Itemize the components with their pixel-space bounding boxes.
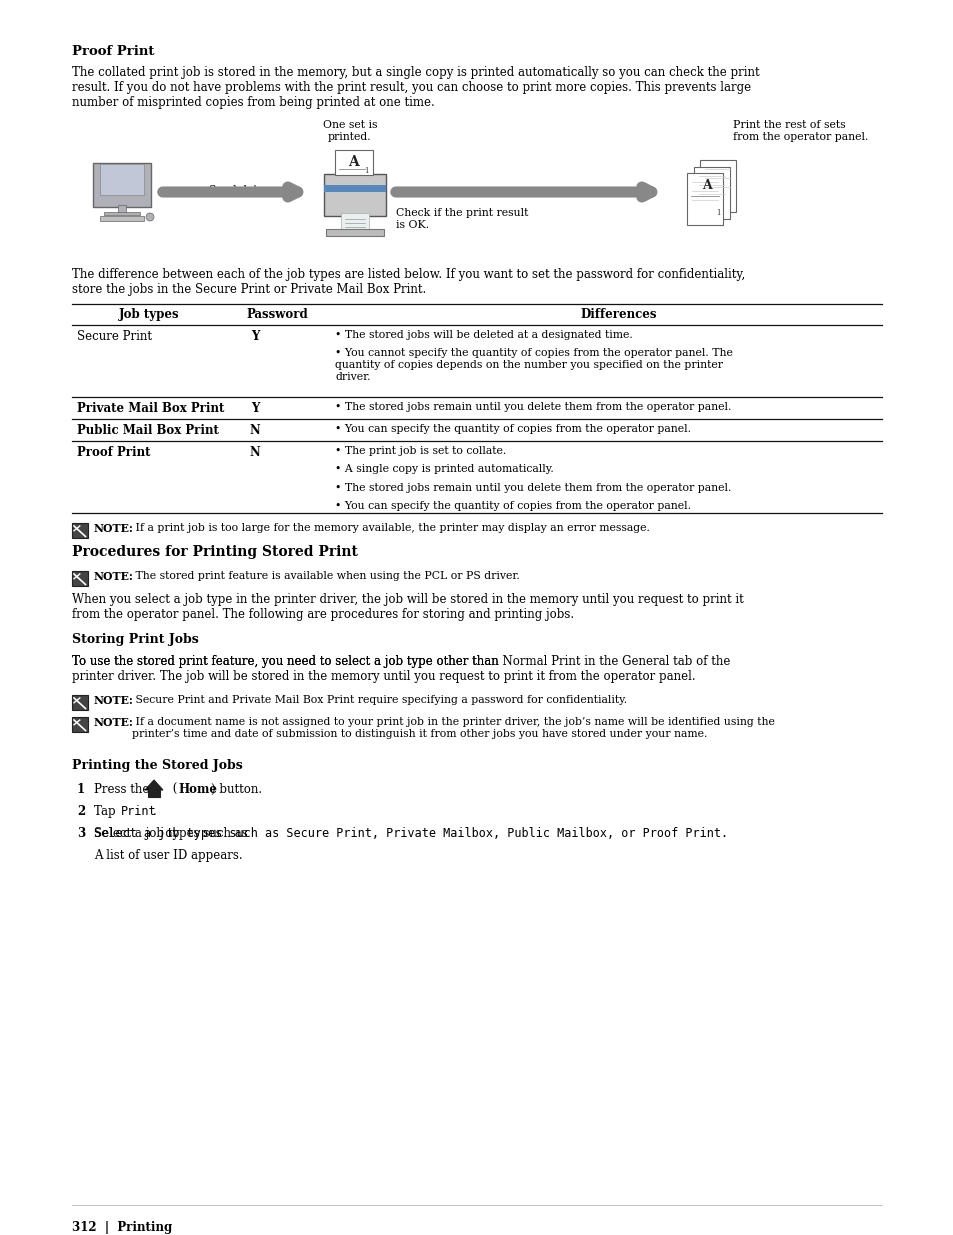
FancyBboxPatch shape bbox=[335, 149, 373, 175]
Text: Y: Y bbox=[251, 330, 259, 343]
Text: If a document name is not assigned to your print job in the printer driver, the : If a document name is not assigned to yo… bbox=[132, 718, 774, 739]
Text: Storing Print Jobs: Storing Print Jobs bbox=[71, 634, 198, 646]
Text: 3: 3 bbox=[76, 827, 85, 840]
Text: A: A bbox=[701, 179, 711, 191]
Text: • A single copy is printed automatically.: • A single copy is printed automatically… bbox=[335, 464, 553, 474]
Bar bbox=[100, 215, 144, 221]
FancyBboxPatch shape bbox=[326, 228, 384, 236]
Text: To use the stored print feature, you need to select a job type other than: To use the stored print feature, you nee… bbox=[71, 655, 502, 668]
Text: Secure Print: Secure Print bbox=[77, 330, 152, 343]
Text: Proof Print: Proof Print bbox=[71, 44, 154, 58]
FancyBboxPatch shape bbox=[324, 185, 386, 191]
FancyBboxPatch shape bbox=[340, 212, 369, 231]
Text: 2: 2 bbox=[76, 805, 85, 818]
Text: Private Mail Box Print: Private Mail Box Print bbox=[77, 403, 224, 415]
Text: Print the rest of sets
from the operator panel.: Print the rest of sets from the operator… bbox=[732, 120, 867, 142]
Text: Password: Password bbox=[246, 308, 308, 321]
Bar bbox=[148, 789, 160, 797]
Text: Check if the print result
is OK.: Check if the print result is OK. bbox=[395, 207, 528, 231]
FancyBboxPatch shape bbox=[686, 173, 722, 225]
Text: The stored print feature is available when using the PCL or PS driver.: The stored print feature is available wh… bbox=[132, 571, 519, 580]
Text: • You can specify the quantity of copies from the operator panel.: • You can specify the quantity of copies… bbox=[335, 501, 690, 511]
Text: Home: Home bbox=[178, 783, 216, 797]
Text: 1: 1 bbox=[363, 167, 368, 175]
Text: Procedures for Printing Stored Print: Procedures for Printing Stored Print bbox=[71, 545, 357, 559]
Text: • You can specify the quantity of copies from the operator panel.: • You can specify the quantity of copies… bbox=[335, 424, 690, 433]
Text: NOTE:: NOTE: bbox=[94, 522, 133, 534]
Text: A list of user ID appears.: A list of user ID appears. bbox=[94, 848, 242, 862]
Text: .: . bbox=[152, 805, 156, 818]
Text: The difference between each of the job types are listed below. If you want to se: The difference between each of the job t… bbox=[71, 268, 744, 296]
Bar bbox=[118, 205, 126, 212]
FancyBboxPatch shape bbox=[100, 163, 144, 194]
Text: One set is
printed.: One set is printed. bbox=[322, 120, 376, 142]
Text: Select a job types such as Secure Print, Private Mailbox, Public Mailbox, or Pro: Select a job types such as Secure Print,… bbox=[94, 827, 727, 840]
Text: 1: 1 bbox=[77, 783, 85, 797]
Text: Secure Print and Private Mail Box Print require specifying a password for confid: Secure Print and Private Mail Box Print … bbox=[132, 695, 626, 705]
Text: The collated print job is stored in the memory, but a single copy is printed aut: The collated print job is stored in the … bbox=[71, 65, 759, 109]
Text: Differences: Differences bbox=[579, 308, 656, 321]
Text: Select a job types such as: Select a job types such as bbox=[94, 827, 252, 840]
Text: Y: Y bbox=[251, 403, 259, 415]
Polygon shape bbox=[145, 781, 163, 790]
Text: Tap: Tap bbox=[94, 805, 119, 818]
Bar bbox=[104, 212, 140, 215]
Circle shape bbox=[146, 212, 153, 221]
FancyBboxPatch shape bbox=[71, 571, 88, 587]
Text: Job types: Job types bbox=[119, 308, 179, 321]
Text: 1: 1 bbox=[715, 209, 720, 217]
Text: Printing the Stored Jobs: Printing the Stored Jobs bbox=[71, 760, 242, 772]
Text: N: N bbox=[250, 424, 260, 437]
Text: ) button.: ) button. bbox=[211, 783, 262, 797]
Text: To use the stored print feature, you need to select a job type other than Normal: To use the stored print feature, you nee… bbox=[71, 655, 730, 683]
FancyBboxPatch shape bbox=[71, 522, 88, 538]
Text: Print: Print bbox=[121, 805, 156, 818]
Text: NOTE:: NOTE: bbox=[94, 571, 133, 582]
Text: A: A bbox=[347, 156, 358, 169]
Text: When you select a job type in the printer driver, the job will be stored in the : When you select a job type in the printe… bbox=[71, 593, 743, 621]
Text: If a print job is too large for the memory available, the printer may display an: If a print job is too large for the memo… bbox=[132, 522, 649, 534]
FancyBboxPatch shape bbox=[693, 167, 729, 219]
Text: NOTE:: NOTE: bbox=[94, 718, 133, 727]
Text: NOTE:: NOTE: bbox=[94, 695, 133, 706]
Text: • The stored jobs remain until you delete them from the operator panel.: • The stored jobs remain until you delet… bbox=[335, 403, 731, 412]
Text: (: ( bbox=[169, 783, 177, 797]
FancyBboxPatch shape bbox=[92, 163, 151, 207]
Text: Press the: Press the bbox=[94, 783, 153, 797]
Text: N: N bbox=[250, 446, 260, 459]
Text: • You cannot specify the quantity of copies from the operator panel. The
quantit: • You cannot specify the quantity of cop… bbox=[335, 348, 732, 382]
Text: • The stored jobs remain until you delete them from the operator panel.: • The stored jobs remain until you delet… bbox=[335, 483, 731, 493]
Text: • The stored jobs will be deleted at a designated time.: • The stored jobs will be deleted at a d… bbox=[335, 330, 632, 340]
FancyBboxPatch shape bbox=[700, 161, 735, 212]
Text: • The print job is set to collate.: • The print job is set to collate. bbox=[335, 446, 506, 456]
FancyBboxPatch shape bbox=[324, 174, 386, 216]
FancyBboxPatch shape bbox=[71, 718, 88, 732]
FancyBboxPatch shape bbox=[71, 695, 88, 710]
Text: 312  |  Printing: 312 | Printing bbox=[71, 1221, 172, 1234]
Text: Send data.: Send data. bbox=[209, 185, 268, 195]
Text: Proof Print: Proof Print bbox=[77, 446, 151, 459]
Text: Public Mail Box Print: Public Mail Box Print bbox=[77, 424, 218, 437]
